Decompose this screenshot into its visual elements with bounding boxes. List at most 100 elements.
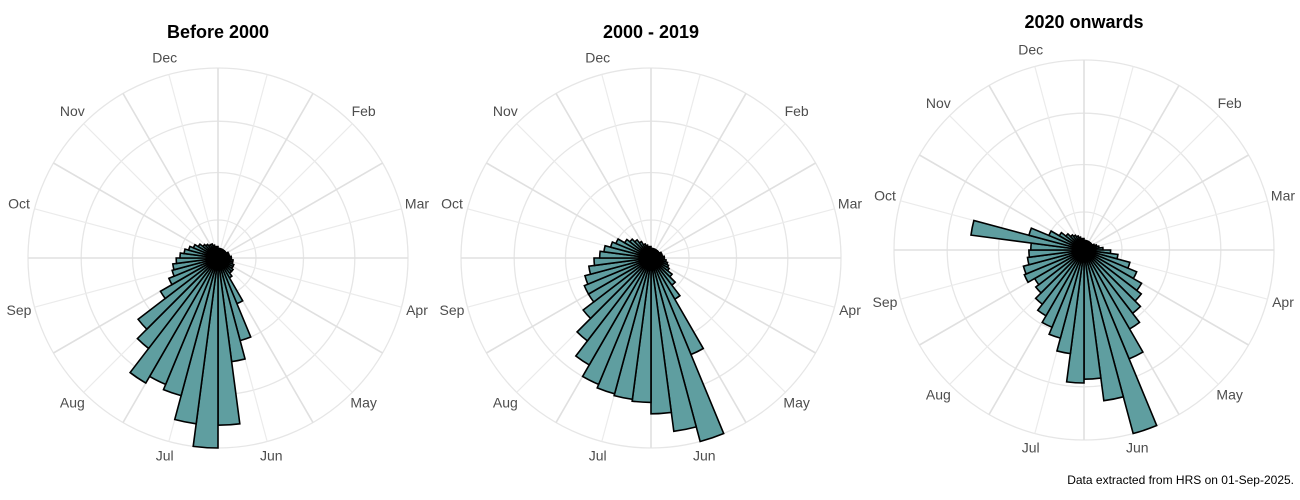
polar-bar	[587, 257, 652, 276]
polar-panel-2020-onwards: Feb Mar Apr May Jun Jul Aug Sep Oct Nov Dec 2020 on…	[873, 12, 1296, 456]
grid-spoke	[650, 257, 816, 354]
month-label-oct: Oct	[441, 195, 463, 211]
polar-bar	[136, 257, 219, 331]
month-label-oct: Oct	[8, 195, 30, 211]
grid-spoke	[53, 162, 219, 259]
polar-bar	[593, 257, 652, 267]
month-label-nov: Nov	[60, 103, 85, 119]
polar-bar	[582, 257, 652, 320]
polar-bar	[128, 257, 219, 385]
grid-spoke	[988, 85, 1085, 251]
grid-spoke	[650, 257, 835, 308]
panel-title: 2000 - 2019	[603, 22, 699, 42]
polar-bar	[574, 257, 652, 367]
month-label-dec: Dec	[585, 50, 610, 66]
polar-bar	[215, 245, 219, 259]
grid-spoke	[1083, 200, 1268, 251]
panel-title: 2020 onwards	[1024, 12, 1143, 32]
grid-spoke	[217, 162, 383, 259]
month-label-jul: Jul	[589, 448, 607, 464]
polar-bar	[648, 245, 652, 259]
grid-spoke	[122, 93, 219, 259]
polar-bar	[167, 257, 219, 286]
polar-bar	[583, 257, 652, 296]
data-source-caption: Data extracted from HRS on 01-Sep-2025.	[1067, 473, 1294, 487]
polar-bar	[650, 257, 698, 433]
month-label-dec: Dec	[152, 50, 177, 66]
grid-spoke	[650, 162, 816, 259]
grid-spoke	[650, 208, 835, 259]
month-label-aug: Aug	[926, 386, 951, 402]
month-label-oct: Oct	[874, 187, 896, 203]
grid-spoke	[217, 208, 402, 259]
month-label-mar: Mar	[1271, 187, 1295, 203]
polar-bar	[575, 257, 652, 343]
month-label-nov: Nov	[926, 95, 951, 111]
month-label-sep: Sep	[440, 302, 465, 318]
grid-spoke	[217, 257, 353, 393]
grid-spoke	[650, 74, 701, 259]
polar-bar	[171, 257, 219, 278]
month-label-jul: Jul	[1022, 440, 1040, 456]
polar-bar	[1023, 249, 1085, 284]
polar-bar	[1034, 249, 1085, 295]
grid-spoke	[217, 257, 383, 354]
grid-spoke	[516, 123, 652, 259]
grid-spoke	[601, 74, 652, 259]
polar-bar	[1026, 249, 1085, 266]
month-label-apr: Apr	[1272, 294, 1294, 310]
month-label-mar: Mar	[838, 195, 862, 211]
month-label-may: May	[350, 394, 376, 410]
polar-bar	[1083, 249, 1125, 402]
month-label-aug: Aug	[493, 394, 518, 410]
month-label-may: May	[783, 394, 809, 410]
polar-bar	[650, 257, 673, 415]
month-label-nov: Nov	[493, 103, 518, 119]
month-label-jun: Jun	[693, 448, 716, 464]
grid-spoke	[217, 257, 402, 308]
month-label-jul: Jul	[156, 448, 174, 464]
grid-spoke	[1034, 66, 1085, 251]
grid-spoke	[1083, 154, 1249, 251]
month-label-aug: Aug	[60, 394, 85, 410]
grid-spoke	[83, 123, 219, 259]
grid-spoke	[650, 93, 747, 259]
month-label-apr: Apr	[839, 302, 861, 318]
month-label-apr: Apr	[406, 302, 428, 318]
grid-spoke	[949, 115, 1085, 251]
grid-spoke	[217, 93, 314, 259]
grid-spoke	[217, 123, 353, 259]
month-label-dec: Dec	[1018, 42, 1043, 58]
polar-bar	[583, 257, 652, 286]
month-label-jun: Jun	[1126, 440, 1149, 456]
month-label-may: May	[1216, 386, 1242, 402]
polar-bar	[159, 257, 219, 300]
month-label-mar: Mar	[405, 195, 429, 211]
panel-title: Before 2000	[167, 22, 269, 42]
polar-bar	[171, 257, 219, 271]
month-label-sep: Sep	[7, 302, 32, 318]
month-label-feb: Feb	[785, 103, 809, 119]
polar-bar	[175, 257, 219, 265]
polar-bar	[1083, 249, 1158, 435]
month-label-feb: Feb	[352, 103, 376, 119]
polar-panel-2000-2019: Feb Mar Apr May Jun Jul Aug Sep Oct Nov Dec 2000 - …	[440, 22, 863, 464]
polar-bar	[1022, 249, 1085, 276]
polar-panel-before-2000: Feb Mar Apr May Jun Jul Aug Sep Oct Nov Dec Before …	[7, 22, 430, 464]
grid-spoke	[1083, 85, 1180, 251]
month-label-jun: Jun	[260, 448, 283, 464]
grid-spoke	[1083, 66, 1134, 251]
polar-bar	[1028, 249, 1085, 259]
polar-bar	[1081, 237, 1085, 251]
grid-spoke	[555, 93, 652, 259]
grid-spoke	[168, 74, 219, 259]
polar-bar	[650, 257, 725, 443]
grid-spoke	[650, 123, 786, 259]
polar-bar	[1034, 249, 1085, 306]
polar-bar	[1036, 249, 1085, 317]
grid-spoke	[217, 74, 268, 259]
month-label-sep: Sep	[873, 294, 898, 310]
month-label-feb: Feb	[1218, 95, 1242, 111]
polar-bar	[581, 257, 652, 386]
